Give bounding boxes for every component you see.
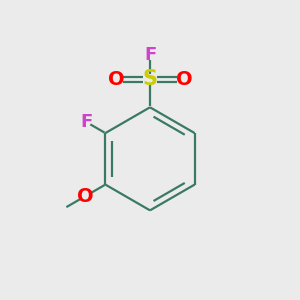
- Text: O: O: [176, 70, 192, 89]
- Text: F: F: [144, 46, 156, 64]
- Text: F: F: [80, 113, 92, 131]
- Text: O: O: [77, 187, 94, 206]
- Text: S: S: [142, 69, 158, 89]
- Text: O: O: [108, 70, 124, 89]
